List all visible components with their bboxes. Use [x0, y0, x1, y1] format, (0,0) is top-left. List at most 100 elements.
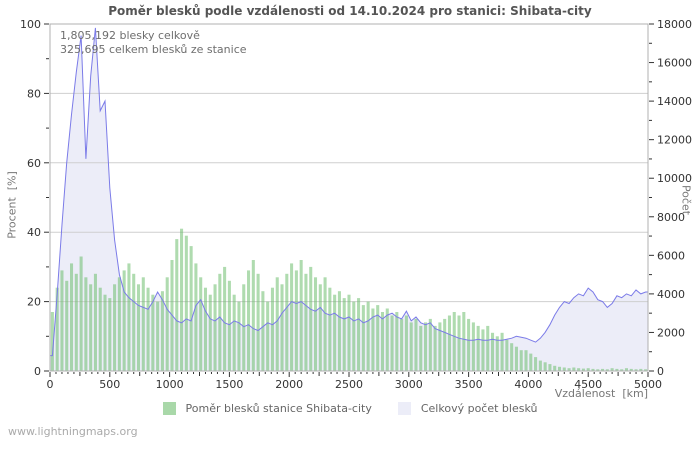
ratio-bar: [103, 294, 107, 371]
ratio-bar: [285, 273, 289, 371]
ratio-bar: [136, 284, 141, 372]
y-left-tick-label: 80: [27, 87, 41, 100]
ratio-bar: [524, 350, 528, 371]
ratio-bar: [227, 280, 231, 371]
ratio-bar: [548, 364, 552, 371]
ratio-bar: [251, 260, 255, 371]
ratio-bar: [352, 301, 356, 371]
ratio-bar: [122, 270, 126, 371]
ratio-bar: [371, 308, 375, 371]
y-right-tick-label: 10000: [657, 172, 692, 185]
x-tick-label: 2000: [275, 378, 303, 391]
ratio-bar: [70, 263, 74, 371]
ratio-bar: [156, 301, 160, 371]
y-axis-right-title: Počet: [679, 184, 693, 216]
ratio-bar: [605, 369, 609, 371]
ratio-bar: [165, 277, 169, 371]
legend-item-ratio: Poměr blesků stanice Shibata-city: [162, 402, 372, 415]
x-tick-label: 4500: [574, 378, 602, 391]
x-tick-label: 3000: [395, 378, 423, 391]
ratio-bar: [294, 270, 298, 371]
ratio-bar: [519, 350, 523, 371]
ratio-bar: [65, 280, 69, 371]
ratio-bar: [323, 277, 327, 371]
y-left-tick-label: 60: [27, 157, 41, 170]
ratio-bar: [615, 368, 619, 371]
ratio-bar: [577, 368, 581, 371]
ratio-bar: [318, 284, 322, 372]
ratio-bar: [510, 343, 514, 371]
ratio-bar: [208, 294, 212, 371]
ratio-bar: [629, 368, 633, 371]
ratio-bar: [505, 339, 509, 371]
ratio-bar: [562, 367, 566, 371]
ratio-bar: [242, 284, 246, 372]
ratio-bar: [447, 315, 451, 371]
x-tick-label: 3500: [455, 378, 483, 391]
ratio-bar: [256, 273, 260, 371]
ratio-bar: [290, 263, 294, 371]
chart-title: Poměr blesků podle vzdálenosti od 14.10.…: [108, 4, 592, 18]
ratio-bar: [462, 312, 466, 371]
ratio-bar: [376, 305, 380, 371]
y-right-tick-label: 14000: [657, 95, 692, 108]
x-tick-label: 5000: [634, 378, 662, 391]
ratio-bar: [644, 369, 648, 371]
y-right-tick-label: 8000: [657, 211, 685, 224]
ratio-bar: [342, 298, 346, 371]
ratio-bar: [601, 368, 605, 371]
ratio-bar: [366, 301, 370, 371]
watermark: www.lightningmaps.org: [8, 425, 138, 438]
x-tick-label: 0: [47, 378, 54, 391]
ratio-bar: [543, 362, 547, 371]
ratio-bar: [385, 308, 389, 371]
ratio-bar: [175, 239, 179, 371]
ratio-bar: [55, 287, 59, 371]
ratio-bar: [624, 368, 628, 371]
y-right-tick-label: 12000: [657, 134, 692, 147]
ratio-bar: [141, 277, 145, 371]
ratio-bar: [313, 277, 318, 371]
ratio-bar: [337, 291, 341, 371]
ratio-bar: [84, 277, 88, 371]
ratio-bar: [433, 325, 437, 371]
ratio-bar: [486, 325, 490, 371]
y-right-tick-label: 2000: [657, 326, 685, 339]
ratio-bar: [514, 346, 518, 371]
ratio-bar: [419, 325, 423, 371]
ratio-bar: [380, 312, 385, 371]
ratio-bar: [357, 298, 361, 371]
ratio-bar: [347, 294, 351, 371]
ratio-bar: [404, 315, 408, 371]
ratio-bar: [266, 301, 270, 371]
ratio-bar: [270, 287, 274, 371]
ratio-bar: [237, 301, 241, 371]
ratio-bar: [553, 365, 557, 371]
ratio-bar: [160, 291, 164, 371]
x-tick-label: 1500: [215, 378, 243, 391]
ratio-bar: [304, 273, 308, 371]
ratio-bar: [232, 294, 236, 371]
x-axis-title: Vzdálenost [km]: [554, 387, 648, 400]
ratio-bar: [218, 273, 222, 371]
ratio-bar: [471, 322, 475, 371]
ratio-bar: [596, 369, 600, 371]
ratio-bar: [299, 260, 303, 371]
ratio-bar: [572, 367, 576, 371]
ratio-bar: [395, 312, 399, 371]
ratio-bar: [538, 360, 542, 371]
x-tick-label: 4000: [514, 378, 542, 391]
legend-swatch-total: [397, 402, 411, 415]
ratio-bar: [490, 332, 495, 371]
ratio-bar: [261, 291, 265, 371]
y-left-tick-label: 20: [27, 296, 41, 309]
ratio-bar: [481, 329, 485, 371]
ratio-bar: [390, 315, 394, 371]
ratio-bar: [189, 246, 193, 371]
ratio-bar: [424, 322, 428, 371]
ratio-bar: [309, 266, 313, 371]
annotation-station-strokes: 325,695 celkem blesků ze stanice: [60, 43, 247, 56]
ratio-bar: [567, 368, 571, 371]
ratio-bar: [333, 294, 337, 371]
